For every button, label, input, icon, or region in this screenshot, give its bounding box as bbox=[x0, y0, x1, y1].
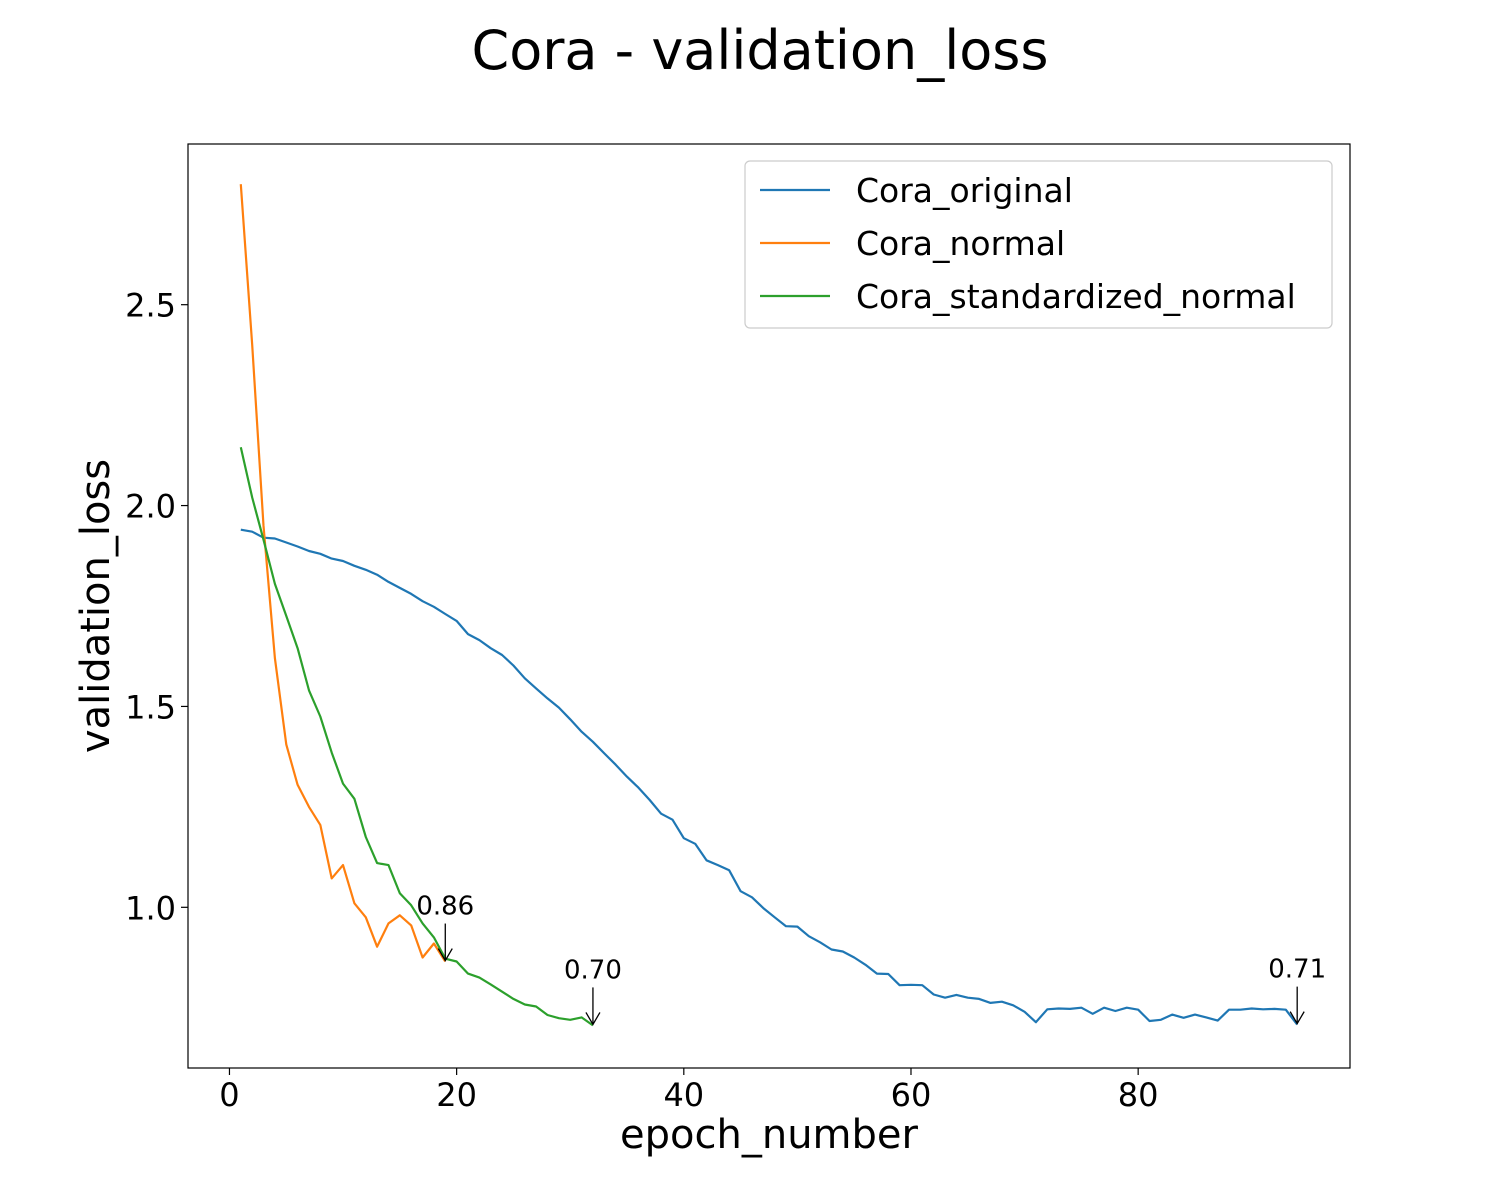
x-tick-label: 20 bbox=[436, 1076, 477, 1114]
axes: 0 20 40 60 80 1.0 1.5 2.0 2.5 bbox=[125, 143, 1351, 1114]
series-line-cora-normal bbox=[239, 184, 447, 963]
plot-area: 0.86 0.70 0.71 bbox=[239, 184, 1326, 1027]
annotation-arrow-head bbox=[437, 948, 453, 962]
annotation-label: 0.71 bbox=[1268, 955, 1326, 985]
legend-box bbox=[744, 160, 1333, 329]
x-tick-label: 60 bbox=[891, 1076, 932, 1114]
legend: Cora_original Cora_normal Cora_standardize… bbox=[744, 160, 1333, 329]
axes-frame bbox=[187, 143, 1351, 1069]
y-tick-label: 2.0 bbox=[125, 488, 176, 526]
chart-title: Cora - validation_loss bbox=[471, 19, 1048, 82]
series-line-cora-standardized-normal bbox=[239, 447, 594, 1027]
series-line-cora-original bbox=[240, 528, 1299, 1026]
annotation-label: 0.70 bbox=[564, 955, 622, 985]
annotation: 0.70 bbox=[564, 955, 622, 1026]
annotation-arrow-head bbox=[585, 1012, 601, 1026]
legend-item: Cora_standardized_normal bbox=[760, 277, 1296, 316]
x-tick-label: 0 bbox=[219, 1076, 239, 1114]
annotation-arrow-head bbox=[1289, 1011, 1305, 1025]
annotation-label: 0.86 bbox=[416, 892, 474, 922]
annotation: 0.71 bbox=[1268, 955, 1326, 1025]
x-tick-label: 40 bbox=[663, 1076, 704, 1114]
x-axis-label: epoch_number bbox=[620, 1112, 918, 1158]
legend-label: Cora_standardized_normal bbox=[856, 277, 1296, 316]
annotation: 0.86 bbox=[416, 892, 474, 962]
legend-item: Cora_normal bbox=[760, 224, 1065, 263]
x-tick-label: 80 bbox=[1118, 1076, 1159, 1114]
legend-item: Cora_original bbox=[760, 171, 1073, 210]
y-tick-label: 1.0 bbox=[125, 889, 176, 927]
y-axis-label: validation_loss bbox=[73, 459, 119, 753]
y-tick-label: 1.5 bbox=[125, 688, 176, 726]
y-tick-label: 2.5 bbox=[125, 287, 176, 325]
legend-label: Cora_normal bbox=[856, 224, 1065, 263]
legend-label: Cora_original bbox=[856, 171, 1073, 210]
